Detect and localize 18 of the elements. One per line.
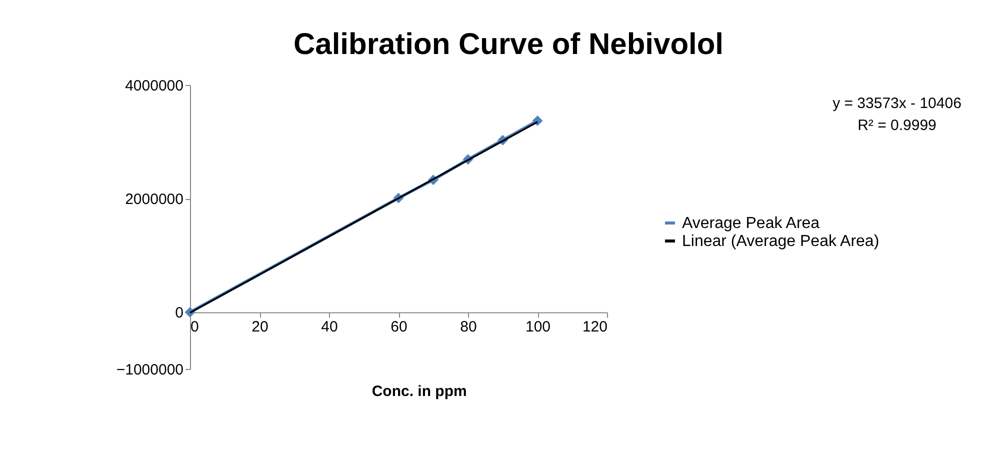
x-tick-label: 80 xyxy=(460,318,477,336)
x-axis-title: Conc. in ppm xyxy=(372,383,467,400)
x-tick-label: 20 xyxy=(252,318,268,336)
y-tick-label: 4000000 xyxy=(125,78,184,94)
x-tick-label: 60 xyxy=(390,318,408,336)
x-tick-label: 0 xyxy=(190,318,199,336)
legend-label: Linear (Average Peak Area) xyxy=(682,233,880,250)
y-tick-label: 2000000 xyxy=(125,191,184,208)
legend-label: Average Peak Area xyxy=(682,215,820,232)
y-tick-label: −1000000 xyxy=(116,362,184,378)
text: R² = 0.9999 xyxy=(858,117,936,134)
point xyxy=(532,116,543,126)
text: y = 33573x - 10406 xyxy=(832,95,962,112)
y-tick-label: 0 xyxy=(175,304,184,322)
chart-title: Calibration Curve of Nebivolol xyxy=(293,28,724,61)
x-tick-label: 120 xyxy=(582,318,608,336)
x-tick-label: 40 xyxy=(321,318,338,336)
x-tick-label: 100 xyxy=(525,318,551,336)
